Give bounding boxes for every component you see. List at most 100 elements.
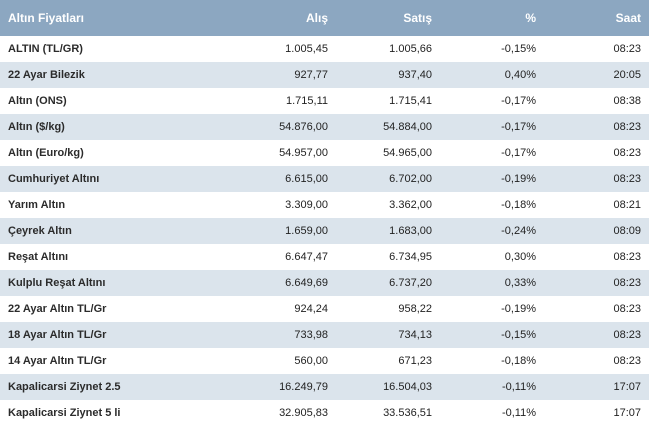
cell-sell: 1.683,00 xyxy=(389,225,432,237)
cell-name[interactable]: 18 Ayar Altın TL/Gr xyxy=(8,329,107,341)
header-time[interactable]: Saat xyxy=(615,11,641,25)
cell-change: -0,18% xyxy=(501,355,536,367)
cell-buy: 32.905,83 xyxy=(279,407,328,419)
cell-name[interactable]: Yarım Altın xyxy=(8,199,66,211)
cell-sell: 54.965,00 xyxy=(383,147,432,159)
cell-change: -0,17% xyxy=(501,121,536,133)
table-row[interactable]: Çeyrek Altın 1.659,00 1.683,00 -0,24% 08:09 xyxy=(0,218,649,244)
cell-name[interactable]: Altın ($/kg) xyxy=(8,121,65,133)
cell-name[interactable]: 22 Ayar Altın TL/Gr xyxy=(8,303,107,315)
cell-change: 0,33% xyxy=(504,277,536,289)
table-row[interactable]: Kapalicarsi Ziynet 5 li 32.905,83 33.536,5… xyxy=(0,400,649,426)
cell-change: -0,24% xyxy=(501,225,536,237)
cell-change: -0,19% xyxy=(501,303,536,315)
cell-time: 08:23 xyxy=(613,277,641,289)
cell-buy: 6.649,69 xyxy=(285,277,328,289)
cell-time: 08:23 xyxy=(613,303,641,315)
cell-name[interactable]: Kulplu Reşat Altını xyxy=(8,277,106,289)
cell-time: 08:23 xyxy=(613,121,641,133)
table-row[interactable]: Cumhuriyet Altını 6.615,00 6.702,00 -0,19% 0… xyxy=(0,166,649,192)
cell-buy: 1.659,00 xyxy=(285,225,328,237)
table-row[interactable]: 14 Ayar Altın TL/Gr 560,00 671,23 -0,18% 08:… xyxy=(0,348,649,374)
cell-sell: 6.702,00 xyxy=(389,173,432,185)
table-row[interactable]: 18 Ayar Altın TL/Gr 733,98 734,13 -0,15% 08:… xyxy=(0,322,649,348)
cell-name[interactable]: Kapalicarsi Ziynet 5 li xyxy=(8,407,121,419)
cell-sell: 33.536,51 xyxy=(383,407,432,419)
header-name[interactable]: Altın Fiyatları xyxy=(8,11,85,25)
cell-name[interactable]: Altın (Euro/kg) xyxy=(8,147,84,159)
cell-change: -0,18% xyxy=(501,199,536,211)
cell-change: -0,17% xyxy=(501,147,536,159)
cell-time: 08:23 xyxy=(613,173,641,185)
cell-time: 17:07 xyxy=(613,407,641,419)
cell-change: -0,11% xyxy=(501,407,536,419)
header-sell[interactable]: Satış xyxy=(403,11,432,25)
table-row[interactable]: ALTIN (TL/GR) 1.005,45 1.005,66 -0,15% 08:23 xyxy=(0,36,649,62)
cell-buy: 6.615,00 xyxy=(285,173,328,185)
cell-buy: 1.715,11 xyxy=(285,95,328,107)
cell-change: -0,19% xyxy=(501,173,536,185)
cell-sell: 1.715,41 xyxy=(389,95,432,107)
cell-name[interactable]: Cumhuriyet Altını xyxy=(8,173,100,185)
cell-time: 08:38 xyxy=(613,95,641,107)
cell-name[interactable]: 22 Ayar Bilezik xyxy=(8,69,85,81)
cell-buy: 54.957,00 xyxy=(279,147,328,159)
header-row: Altın Fiyatları Alış Satış % Saat xyxy=(0,0,649,36)
table-row[interactable]: 22 Ayar Bilezik 927,77 937,40 0,40% 20:05 xyxy=(0,62,649,88)
cell-time: 08:23 xyxy=(613,355,641,367)
cell-sell: 958,22 xyxy=(398,303,432,315)
table-row[interactable]: Yarım Altın 3.309,00 3.362,00 -0,18% 08:21 xyxy=(0,192,649,218)
cell-buy: 924,24 xyxy=(294,303,328,315)
cell-buy: 733,98 xyxy=(294,329,328,341)
cell-name[interactable]: ALTIN (TL/GR) xyxy=(8,43,83,55)
cell-change: -0,15% xyxy=(501,329,536,341)
cell-sell: 54.884,00 xyxy=(383,121,432,133)
table-row[interactable]: Kapalicarsi Ziynet 2.5 16.249,79 16.504,03… xyxy=(0,374,649,400)
cell-time: 08:23 xyxy=(613,329,641,341)
table-body: ALTIN (TL/GR) 1.005,45 1.005,66 -0,15% 08:23… xyxy=(0,36,649,426)
table-row[interactable]: Altın (Euro/kg) 54.957,00 54.965,00 -0,17% 0… xyxy=(0,140,649,166)
cell-time: 08:23 xyxy=(613,147,641,159)
cell-name[interactable]: Altın (ONS) xyxy=(8,95,67,107)
cell-change: 0,30% xyxy=(504,251,536,263)
cell-buy: 560,00 xyxy=(294,355,328,367)
header-change[interactable]: % xyxy=(525,11,536,25)
cell-change: -0,11% xyxy=(501,381,536,393)
cell-buy: 1.005,45 xyxy=(285,43,328,55)
cell-change: -0,15% xyxy=(501,43,536,55)
cell-name[interactable]: 14 Ayar Altın TL/Gr xyxy=(8,355,107,367)
cell-time: 08:21 xyxy=(613,199,641,211)
cell-sell: 6.737,20 xyxy=(389,277,432,289)
table-row[interactable]: Altın ($/kg) 54.876,00 54.884,00 -0,17% 08:2… xyxy=(0,114,649,140)
cell-name[interactable]: Reşat Altını xyxy=(8,251,69,263)
gold-prices-table: Altın Fiyatları Alış Satış % Saat ALTIN … xyxy=(0,0,649,426)
cell-time: 08:23 xyxy=(613,43,641,55)
cell-buy: 16.249,79 xyxy=(279,381,328,393)
cell-time: 17:07 xyxy=(613,381,641,393)
cell-sell: 16.504,03 xyxy=(383,381,432,393)
table-row[interactable]: 22 Ayar Altın TL/Gr 924,24 958,22 -0,19% 08:… xyxy=(0,296,649,322)
cell-buy: 6.647,47 xyxy=(285,251,328,263)
table-row[interactable]: Reşat Altını 6.647,47 6.734,95 0,30% 08:23 xyxy=(0,244,649,270)
table-row[interactable]: Kulplu Reşat Altını 6.649,69 6.737,20 0,33%… xyxy=(0,270,649,296)
cell-time: 08:23 xyxy=(613,251,641,263)
table-header: Altın Fiyatları Alış Satış % Saat xyxy=(0,0,649,36)
cell-buy: 3.309,00 xyxy=(285,199,328,211)
cell-time: 08:09 xyxy=(613,225,641,237)
cell-buy: 927,77 xyxy=(294,69,328,81)
cell-change: 0,40% xyxy=(504,69,536,81)
cell-sell: 6.734,95 xyxy=(389,251,432,263)
header-buy[interactable]: Alış xyxy=(305,11,328,25)
cell-name[interactable]: Çeyrek Altın xyxy=(8,225,72,237)
cell-name[interactable]: Kapalicarsi Ziynet 2.5 xyxy=(8,381,121,393)
cell-sell: 3.362,00 xyxy=(389,199,432,211)
cell-buy: 54.876,00 xyxy=(279,121,328,133)
cell-sell: 1.005,66 xyxy=(389,43,432,55)
cell-sell: 937,40 xyxy=(398,69,432,81)
cell-change: -0,17% xyxy=(501,95,536,107)
cell-sell: 671,23 xyxy=(398,355,432,367)
table-row[interactable]: Altın (ONS) 1.715,11 1.715,41 -0,17% 08:38 xyxy=(0,88,649,114)
cell-time: 20:05 xyxy=(613,69,641,81)
cell-sell: 734,13 xyxy=(398,329,432,341)
